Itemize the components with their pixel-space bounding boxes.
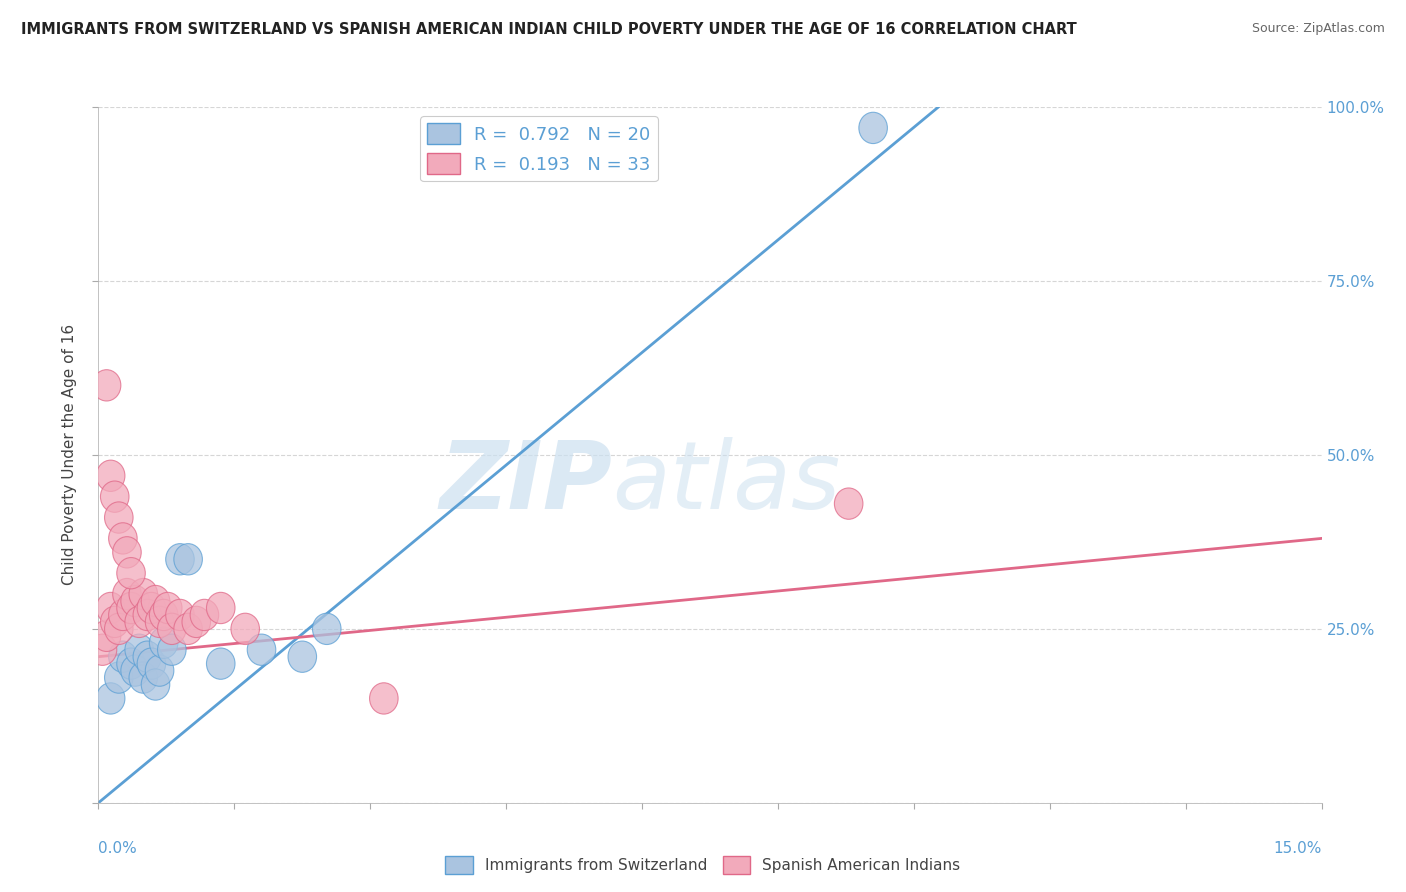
Ellipse shape bbox=[121, 655, 149, 686]
Ellipse shape bbox=[288, 641, 316, 673]
Ellipse shape bbox=[145, 607, 174, 638]
Ellipse shape bbox=[117, 592, 145, 624]
Ellipse shape bbox=[166, 543, 194, 575]
Ellipse shape bbox=[149, 627, 179, 658]
Ellipse shape bbox=[104, 613, 134, 645]
Ellipse shape bbox=[247, 634, 276, 665]
Ellipse shape bbox=[129, 662, 157, 693]
Ellipse shape bbox=[125, 634, 153, 665]
Ellipse shape bbox=[149, 599, 179, 631]
Ellipse shape bbox=[134, 641, 162, 673]
Ellipse shape bbox=[97, 592, 125, 624]
Ellipse shape bbox=[97, 682, 125, 714]
Y-axis label: Child Poverty Under the Age of 16: Child Poverty Under the Age of 16 bbox=[62, 325, 77, 585]
Ellipse shape bbox=[157, 613, 186, 645]
Ellipse shape bbox=[174, 543, 202, 575]
Ellipse shape bbox=[93, 620, 121, 651]
Ellipse shape bbox=[129, 578, 157, 610]
Ellipse shape bbox=[108, 523, 138, 554]
Ellipse shape bbox=[859, 112, 887, 144]
Legend: R =  0.792   N = 20, R =  0.193   N = 33: R = 0.792 N = 20, R = 0.193 N = 33 bbox=[420, 116, 658, 181]
Ellipse shape bbox=[312, 613, 342, 645]
Ellipse shape bbox=[134, 599, 162, 631]
Text: 0.0%: 0.0% bbox=[98, 841, 138, 856]
Ellipse shape bbox=[207, 648, 235, 680]
Ellipse shape bbox=[97, 460, 125, 491]
Text: ZIP: ZIP bbox=[439, 437, 612, 529]
Ellipse shape bbox=[370, 682, 398, 714]
Text: IMMIGRANTS FROM SWITZERLAND VS SPANISH AMERICAN INDIAN CHILD POVERTY UNDER THE A: IMMIGRANTS FROM SWITZERLAND VS SPANISH A… bbox=[21, 22, 1077, 37]
Text: Source: ZipAtlas.com: Source: ZipAtlas.com bbox=[1251, 22, 1385, 36]
Ellipse shape bbox=[100, 481, 129, 512]
Ellipse shape bbox=[153, 592, 181, 624]
Ellipse shape bbox=[93, 369, 121, 401]
Ellipse shape bbox=[190, 599, 219, 631]
Ellipse shape bbox=[104, 662, 134, 693]
Ellipse shape bbox=[181, 607, 211, 638]
Ellipse shape bbox=[125, 607, 153, 638]
Ellipse shape bbox=[157, 634, 186, 665]
Text: atlas: atlas bbox=[612, 437, 841, 528]
Ellipse shape bbox=[89, 634, 117, 665]
Ellipse shape bbox=[834, 488, 863, 519]
Ellipse shape bbox=[141, 585, 170, 616]
Ellipse shape bbox=[166, 599, 194, 631]
Text: 15.0%: 15.0% bbox=[1274, 841, 1322, 856]
Ellipse shape bbox=[145, 655, 174, 686]
Ellipse shape bbox=[138, 592, 166, 624]
Ellipse shape bbox=[174, 613, 202, 645]
Ellipse shape bbox=[112, 537, 141, 568]
Ellipse shape bbox=[100, 607, 129, 638]
Ellipse shape bbox=[207, 592, 235, 624]
Ellipse shape bbox=[104, 502, 134, 533]
Ellipse shape bbox=[108, 641, 138, 673]
Ellipse shape bbox=[112, 578, 141, 610]
Ellipse shape bbox=[138, 648, 166, 680]
Ellipse shape bbox=[141, 669, 170, 700]
Ellipse shape bbox=[121, 585, 149, 616]
Legend: Immigrants from Switzerland, Spanish American Indians: Immigrants from Switzerland, Spanish Ame… bbox=[439, 850, 967, 880]
Ellipse shape bbox=[108, 599, 138, 631]
Ellipse shape bbox=[231, 613, 260, 645]
Ellipse shape bbox=[117, 648, 145, 680]
Ellipse shape bbox=[117, 558, 145, 589]
